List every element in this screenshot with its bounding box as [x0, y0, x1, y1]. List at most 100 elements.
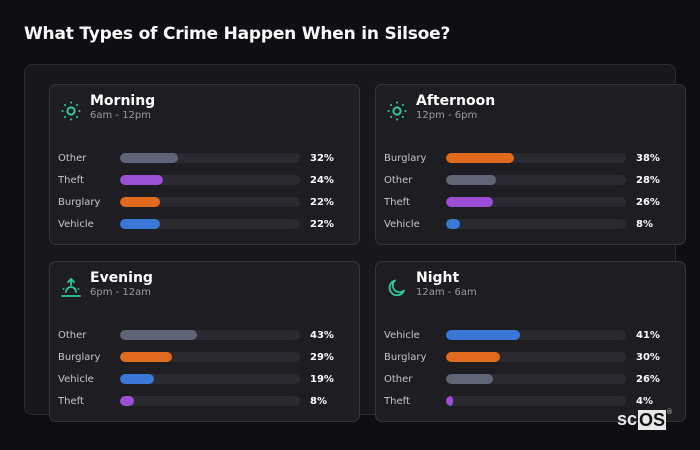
bar-fill [446, 374, 493, 384]
logo-registered: ® [667, 409, 673, 416]
page-title: What Types of Crime Happen When in Silso… [24, 24, 451, 44]
bar-fill [120, 175, 164, 185]
bar-track [446, 219, 626, 229]
bar-fill [120, 330, 198, 340]
bar-fill [446, 219, 461, 229]
bar-list: Vehicle 41% Burglary 30% Other 26% Theft… [384, 324, 679, 412]
bar-fill [446, 153, 515, 163]
bar-row: Theft 24% [58, 169, 353, 191]
card-time-range: 6pm - 12am [90, 287, 152, 298]
sunset-icon [60, 277, 82, 299]
bar-value: 38% [636, 152, 660, 164]
bar-fill [120, 219, 160, 229]
bar-value: 22% [310, 218, 334, 230]
bar-value: 26% [636, 373, 660, 385]
bar-list: Other 32% Theft 24% Burglary 22% Vehicle… [58, 147, 353, 235]
bar-value: 8% [310, 395, 327, 407]
bar-track [446, 396, 626, 406]
card-title: Afternoon [416, 93, 496, 109]
bar-row: Vehicle 22% [58, 213, 353, 235]
logo-sc: sc [617, 409, 638, 429]
bar-value: 22% [310, 196, 334, 208]
card-afternoon: Afternoon 12pm - 6pm Burglary 38% Other … [375, 84, 686, 245]
bar-list: Other 43% Burglary 29% Vehicle 19% Theft… [58, 324, 353, 412]
bar-row: Other 43% [58, 324, 353, 346]
bar-row: Theft 8% [58, 390, 353, 412]
bar-track [120, 374, 300, 384]
scos-logo: sc OS ® [617, 409, 672, 430]
bar-label: Other [384, 373, 413, 385]
card-time-range: 12pm - 6pm [416, 110, 478, 121]
bar-row: Vehicle 8% [384, 213, 679, 235]
bar-value: 28% [636, 174, 660, 186]
bar-row: Other 32% [58, 147, 353, 169]
bar-fill [446, 197, 493, 207]
bar-label: Other [384, 174, 413, 186]
bar-fill [446, 396, 454, 406]
bar-label: Vehicle [58, 218, 94, 230]
logo-os: OS [638, 410, 667, 430]
card-time-range: 6am - 12pm [90, 110, 152, 121]
bar-track [446, 374, 626, 384]
bar-track [120, 330, 300, 340]
bar-fill [446, 175, 497, 185]
bar-track [120, 175, 300, 185]
bar-fill [120, 153, 178, 163]
bar-label: Burglary [58, 351, 101, 363]
card-title: Morning [90, 93, 156, 109]
bar-row: Theft 4% [384, 390, 679, 412]
bar-row: Other 28% [384, 169, 679, 191]
card-title: Night [416, 270, 460, 286]
bar-value: 43% [310, 329, 334, 341]
bar-value: 19% [310, 373, 334, 385]
bar-track [120, 197, 300, 207]
bar-label: Other [58, 329, 87, 341]
bar-track [446, 352, 626, 362]
bar-value: 30% [636, 351, 660, 363]
bar-value: 4% [636, 395, 653, 407]
card-time-range: 12am - 6am [416, 287, 477, 298]
bar-row: Other 26% [384, 368, 679, 390]
bar-label: Vehicle [58, 373, 94, 385]
bar-track [120, 396, 300, 406]
bar-value: 8% [636, 218, 653, 230]
bar-label: Theft [58, 395, 84, 407]
bar-track [446, 330, 626, 340]
bar-label: Theft [58, 174, 84, 186]
bar-fill [120, 352, 173, 362]
bar-list: Burglary 38% Other 28% Theft 26% Vehicle… [384, 147, 679, 235]
card-night: Night 12am - 6am Vehicle 41% Burglary 30… [375, 261, 686, 422]
bar-track [446, 197, 626, 207]
bar-label: Burglary [58, 196, 101, 208]
bar-row: Burglary 22% [58, 191, 353, 213]
bar-value: 41% [636, 329, 660, 341]
bar-value: 26% [636, 196, 660, 208]
bar-label: Burglary [384, 152, 427, 164]
sun-icon [60, 100, 82, 122]
bar-row: Vehicle 19% [58, 368, 353, 390]
bar-track [446, 175, 626, 185]
bar-label: Vehicle [384, 329, 420, 341]
bar-fill [120, 197, 160, 207]
bar-row: Theft 26% [384, 191, 679, 213]
card-title: Evening [90, 270, 153, 286]
bar-track [120, 153, 300, 163]
bar-fill [120, 396, 135, 406]
bar-track [446, 153, 626, 163]
bar-fill [446, 352, 500, 362]
bar-track [120, 219, 300, 229]
card-evening: Evening 6pm - 12am Other 43% Burglary 29… [49, 261, 360, 422]
bar-value: 29% [310, 351, 334, 363]
bar-fill [120, 374, 155, 384]
bar-value: 32% [310, 152, 334, 164]
card-morning: Morning 6am - 12pm Other 32% Theft 24% B… [49, 84, 360, 245]
bar-track [120, 352, 300, 362]
moon-icon [386, 277, 408, 299]
bar-label: Other [58, 152, 87, 164]
bar-row: Burglary 38% [384, 147, 679, 169]
bar-label: Vehicle [384, 218, 420, 230]
bar-row: Burglary 30% [384, 346, 679, 368]
bar-row: Vehicle 41% [384, 324, 679, 346]
sun-icon [386, 100, 408, 122]
bar-label: Burglary [384, 351, 427, 363]
